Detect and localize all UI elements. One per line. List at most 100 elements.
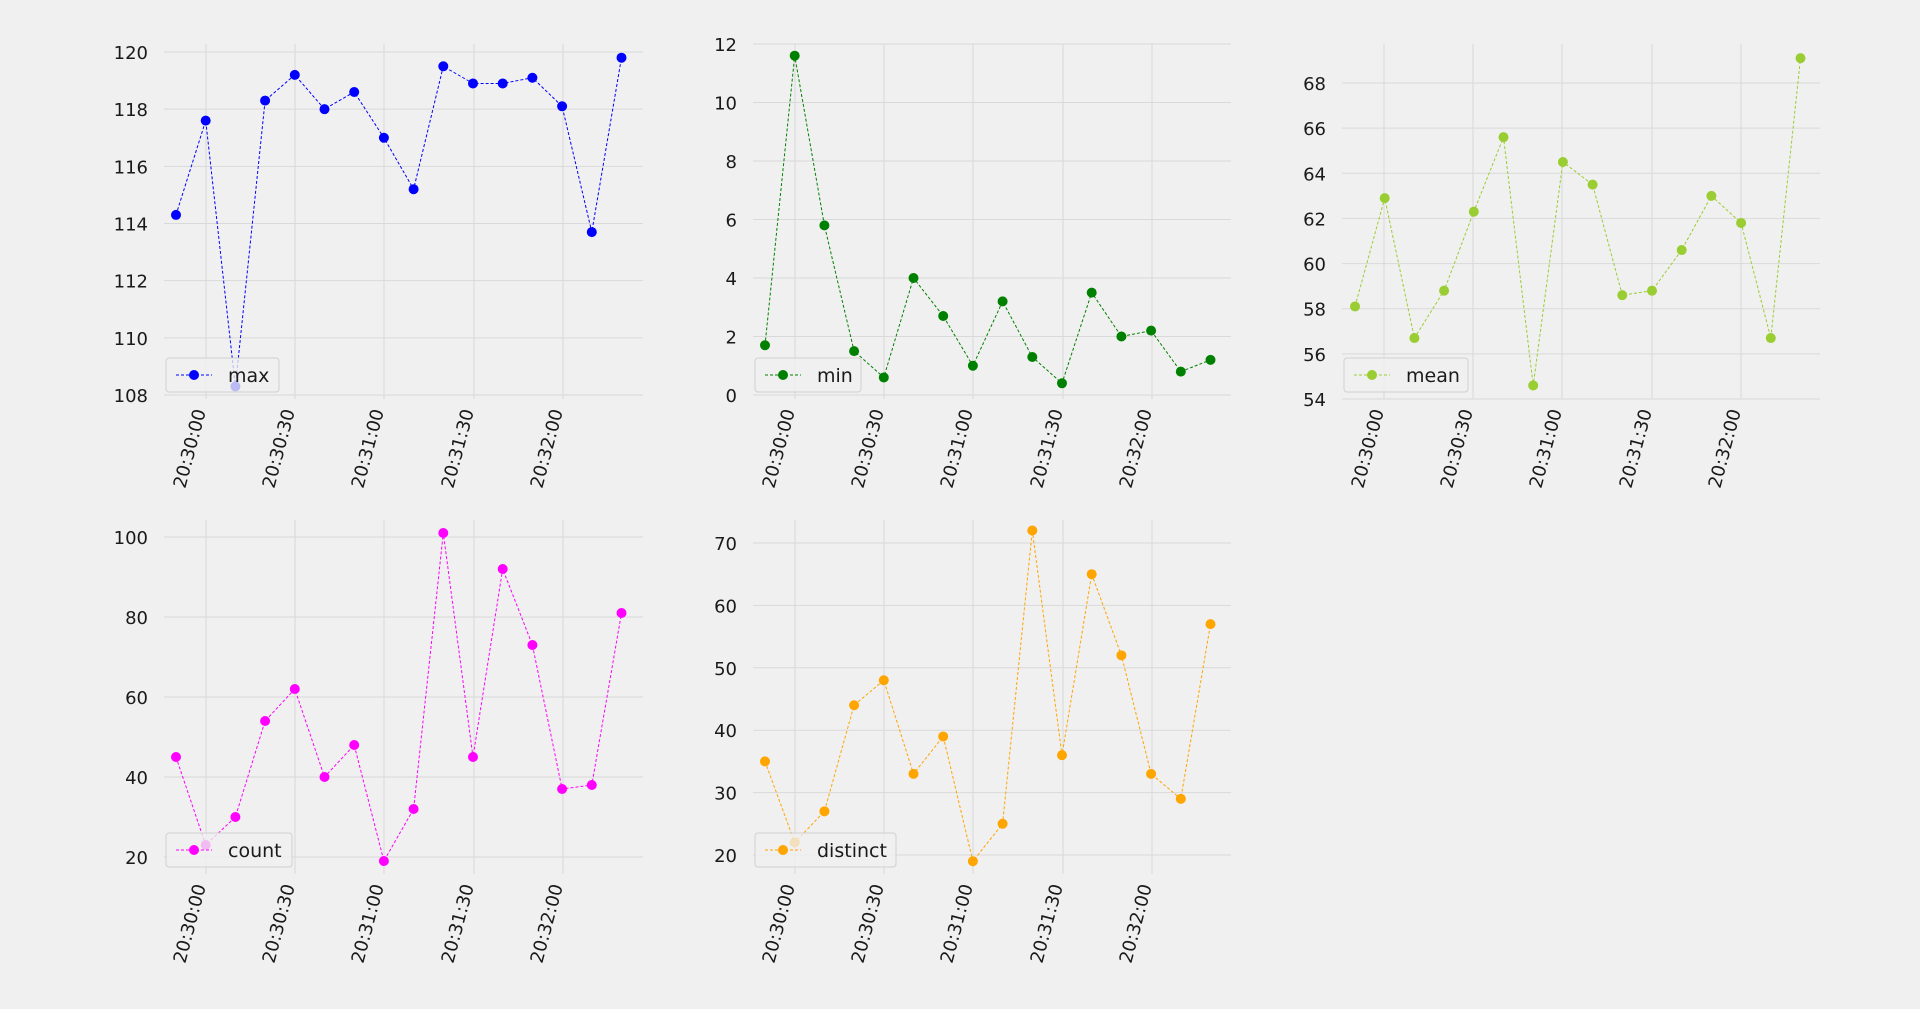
chart-max: 108 110 112 114 116 118 120 20:30:00 20:30:30 20:… [114, 43, 643, 490]
y-tick-label: 10 [714, 94, 737, 115]
legend-label: distinct [817, 840, 887, 862]
data-point [557, 784, 568, 794]
data-point [967, 856, 978, 867]
data-point [1086, 569, 1097, 580]
data-point [967, 360, 978, 371]
y-tick-label: 30 [714, 784, 737, 805]
x-tick-label: 20:31:30 [1027, 407, 1068, 491]
legend: max [165, 357, 280, 393]
data-point [997, 296, 1008, 307]
data-point [1379, 193, 1390, 204]
legend-label: max [228, 365, 269, 387]
legend-box [754, 832, 897, 868]
data-point [378, 132, 389, 143]
chart-mean: 54 56 58 60 62 64 66 68 20:30:00 20:30:30 20:31:00… [1303, 44, 1820, 490]
data-point [586, 227, 597, 238]
y-tick-label: 40 [125, 768, 148, 789]
y-tick-label: 66 [1303, 119, 1326, 140]
data-point [997, 818, 1008, 829]
data-point [497, 78, 508, 89]
data-point [438, 61, 449, 72]
x-tick-label: 20:31:00 [348, 407, 389, 491]
data-point [1146, 768, 1157, 779]
data-point [468, 752, 478, 762]
data-point [1175, 366, 1186, 377]
data-point [1057, 378, 1067, 389]
x-tick-label: 20:30:00 [759, 882, 800, 966]
data-point [408, 804, 419, 814]
y-tick-label: 64 [1303, 164, 1326, 185]
legend-label: min [817, 365, 853, 387]
x-tick-label: 20:30:00 [759, 407, 800, 491]
y-tick-label: 116 [114, 157, 148, 178]
data-point [878, 675, 889, 686]
data-point [1468, 206, 1479, 217]
legend: count [165, 832, 293, 868]
y-tick-label: 112 [114, 272, 148, 293]
data-point [1676, 245, 1687, 256]
legend-label: count [228, 840, 282, 862]
legend-swatch-marker [1367, 370, 1377, 380]
data-point [1557, 157, 1568, 167]
chart-distinct: 20 30 40 50 60 70 20:30:00 20:30:30 20:31:00 20:3… [714, 520, 1231, 965]
y-tick-label: 80 [125, 608, 148, 629]
y-tick-label: 100 [114, 528, 148, 549]
data-point [1439, 285, 1450, 296]
data-point [289, 69, 300, 80]
data-point [908, 273, 919, 283]
data-point [938, 731, 949, 742]
legend-box [165, 357, 280, 393]
data-point [616, 608, 627, 618]
data-point [1350, 301, 1360, 312]
y-tick-label: 60 [714, 596, 737, 617]
data-point [171, 209, 181, 220]
y-tick-label: 20 [714, 846, 737, 867]
data-point [938, 311, 949, 322]
data-point [349, 740, 360, 750]
data-point [1116, 650, 1127, 661]
legend-box [165, 832, 293, 868]
data-point [200, 115, 211, 126]
data-point [1146, 325, 1157, 336]
legend-swatch-marker [189, 370, 199, 380]
y-tick-label: 12 [714, 35, 737, 56]
data-point [1205, 619, 1216, 630]
data-point [819, 806, 830, 817]
data-point [1086, 287, 1097, 298]
x-tick-label: 20:31:30 [1616, 407, 1657, 491]
data-point [878, 372, 889, 383]
plot-area [753, 44, 1231, 399]
data-point [1205, 354, 1216, 365]
plot-area [164, 44, 643, 399]
x-tick-label: 20:30:30 [848, 882, 889, 966]
data-point [616, 52, 627, 63]
data-point [1647, 285, 1657, 296]
x-tick-label: 20:31:00 [937, 407, 978, 491]
y-tick-label: 68 [1303, 74, 1326, 95]
y-tick-label: 40 [714, 721, 737, 742]
y-tick-label: 8 [726, 152, 737, 173]
plot-area [753, 520, 1231, 874]
y-tick-label: 60 [125, 688, 148, 709]
data-point [1795, 53, 1806, 64]
x-tick-label: 20:30:30 [1437, 407, 1478, 491]
data-point [789, 50, 800, 61]
legend-swatch-marker [778, 370, 788, 380]
y-tick-label: 118 [114, 100, 148, 121]
legend-label: mean [1406, 365, 1460, 387]
data-point [760, 756, 770, 767]
x-tick-label: 20:31:00 [937, 882, 978, 966]
x-tick-label: 20:31:30 [438, 407, 479, 491]
y-tick-label: 120 [114, 43, 148, 64]
data-point [760, 340, 770, 351]
data-point [1765, 333, 1776, 344]
y-tick-label: 4 [726, 269, 737, 290]
x-tick-label: 20:30:00 [1348, 407, 1389, 491]
series-line-distinct [764, 530, 1211, 863]
legend-swatch-marker [778, 845, 788, 855]
data-point [438, 528, 449, 538]
y-tick-label: 2 [726, 328, 737, 349]
data-point [527, 640, 538, 650]
y-tick-label: 6 [726, 211, 737, 232]
